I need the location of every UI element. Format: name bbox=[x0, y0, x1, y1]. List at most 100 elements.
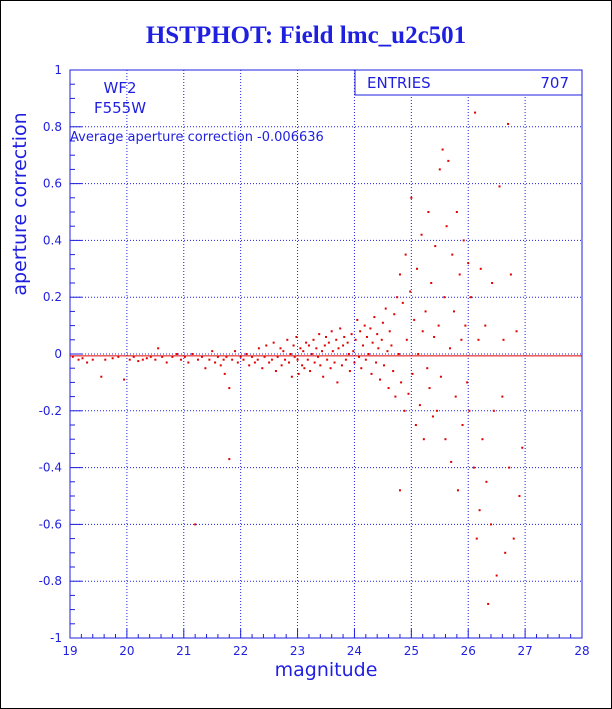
data-point bbox=[327, 341, 330, 344]
data-point bbox=[491, 282, 494, 284]
data-point bbox=[387, 387, 390, 390]
data-point bbox=[354, 338, 357, 341]
data-point bbox=[390, 344, 393, 347]
data-point bbox=[498, 185, 501, 188]
data-point bbox=[117, 355, 120, 358]
data-point bbox=[242, 358, 245, 361]
data-point bbox=[223, 372, 226, 375]
data-point bbox=[468, 409, 471, 412]
data-point bbox=[477, 338, 480, 341]
data-point bbox=[509, 273, 512, 276]
data-point bbox=[381, 321, 384, 324]
data-point bbox=[508, 466, 511, 469]
data-point bbox=[211, 350, 214, 353]
data-point bbox=[495, 574, 498, 577]
data-point bbox=[474, 111, 477, 114]
data-point bbox=[464, 324, 467, 327]
data-point bbox=[319, 364, 322, 367]
data-point bbox=[248, 364, 251, 367]
y-tick-label: 1 bbox=[54, 63, 62, 77]
data-point bbox=[369, 327, 372, 330]
data-point bbox=[377, 347, 380, 350]
data-point bbox=[292, 344, 295, 347]
data-point bbox=[512, 537, 515, 540]
data-point bbox=[323, 344, 326, 347]
data-point bbox=[228, 458, 231, 461]
data-point bbox=[444, 438, 447, 441]
data-point bbox=[81, 357, 84, 360]
y-tick-label: 0.8 bbox=[43, 120, 62, 134]
data-point bbox=[339, 327, 342, 330]
stats-entries-value: 707 bbox=[540, 74, 569, 92]
y-tick-label: -0.2 bbox=[39, 404, 62, 418]
y-tick-label: -0.8 bbox=[39, 574, 62, 588]
data-point bbox=[400, 381, 403, 384]
data-point bbox=[346, 341, 349, 344]
data-point bbox=[337, 347, 340, 350]
data-point bbox=[296, 358, 299, 361]
y-tick-label: -0.4 bbox=[39, 461, 62, 475]
data-point bbox=[307, 344, 310, 347]
data-point bbox=[421, 330, 424, 333]
data-point bbox=[392, 370, 395, 373]
data-point bbox=[231, 358, 234, 361]
data-point bbox=[489, 523, 492, 526]
data-point bbox=[157, 347, 160, 350]
data-point bbox=[161, 355, 164, 358]
data-point bbox=[204, 367, 207, 370]
data-point bbox=[373, 316, 376, 319]
data-point bbox=[123, 378, 126, 381]
data-point bbox=[424, 310, 427, 313]
x-tick-label: 27 bbox=[517, 644, 532, 658]
data-point bbox=[454, 395, 457, 398]
data-point bbox=[171, 355, 174, 358]
data-point bbox=[438, 168, 441, 171]
data-point bbox=[77, 358, 80, 361]
y-tick-label: 0 bbox=[54, 347, 62, 361]
data-point bbox=[310, 353, 313, 355]
data-point bbox=[388, 330, 391, 333]
data-point bbox=[426, 367, 429, 370]
data-point bbox=[484, 324, 487, 327]
data-point bbox=[288, 361, 291, 364]
data-point bbox=[325, 335, 327, 338]
data-point bbox=[353, 361, 356, 364]
data-point bbox=[359, 330, 362, 333]
data-point bbox=[312, 338, 315, 341]
data-point bbox=[301, 364, 304, 367]
chip-label: WF2 bbox=[103, 79, 136, 97]
data-point bbox=[329, 367, 332, 370]
data-point bbox=[379, 378, 382, 381]
data-point bbox=[507, 122, 510, 125]
data-point bbox=[279, 347, 282, 350]
data-point bbox=[333, 361, 336, 364]
data-point bbox=[401, 301, 404, 304]
data-point bbox=[86, 361, 89, 364]
data-point bbox=[200, 355, 203, 358]
data-point bbox=[313, 361, 316, 364]
data-point bbox=[453, 310, 455, 313]
data-point bbox=[303, 367, 306, 370]
data-point bbox=[191, 353, 194, 355]
data-point bbox=[132, 355, 135, 358]
data-point bbox=[261, 367, 264, 370]
data-point bbox=[380, 338, 383, 341]
data-point bbox=[290, 375, 293, 378]
data-point bbox=[236, 361, 239, 364]
data-point bbox=[104, 358, 107, 361]
data-point bbox=[257, 347, 260, 350]
data-point bbox=[466, 381, 469, 384]
data-point bbox=[367, 353, 370, 355]
data-point bbox=[256, 358, 259, 361]
data-point bbox=[479, 267, 482, 270]
data-point bbox=[383, 364, 386, 367]
data-point bbox=[485, 480, 488, 483]
data-point bbox=[222, 358, 225, 361]
data-point bbox=[365, 335, 368, 338]
data-point bbox=[137, 360, 140, 363]
data-point bbox=[451, 253, 454, 256]
data-point bbox=[404, 253, 407, 256]
data-point bbox=[318, 333, 321, 336]
